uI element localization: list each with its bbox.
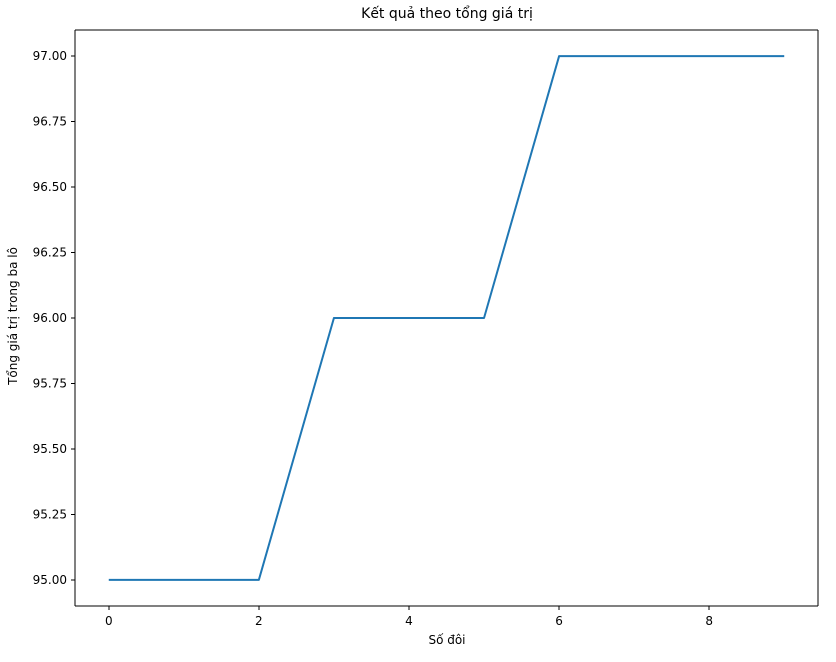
- x-axis-ticks: 0 2 4 6 8: [105, 606, 713, 628]
- y-tick-label: 95.75: [33, 376, 67, 390]
- y-tick-label: 96.25: [33, 246, 67, 260]
- y-tick-label: 96.50: [33, 180, 67, 194]
- chart-title: Kết quả theo tổng giá trị: [361, 5, 533, 22]
- x-axis-label: Số đôi: [428, 633, 465, 647]
- x-tick-label: 6: [555, 614, 563, 628]
- y-tick-label: 95.00: [33, 573, 67, 587]
- y-tick-label: 96.00: [33, 311, 67, 325]
- y-tick-label: 95.50: [33, 442, 67, 456]
- y-tick-label: 97.00: [33, 49, 67, 63]
- x-tick-label: 0: [105, 614, 113, 628]
- x-tick-label: 8: [705, 614, 713, 628]
- y-axis-label: Tổng giá trị trong ba lô: [6, 247, 20, 386]
- x-tick-label: 2: [255, 614, 263, 628]
- series-line-0: [108, 55, 785, 581]
- series-layer: [108, 55, 785, 581]
- y-tick-label: 95.25: [33, 507, 67, 521]
- y-tick-label: 96.75: [33, 115, 67, 129]
- y-axis-ticks: 95.00 95.25 95.50 95.75 96.00 96.25 96.50 96.75…: [33, 49, 75, 587]
- plot-area: 0 2 4 6 8 95.00 95.25 95.50 95.75 96.00 96.25 96.5…: [33, 29, 819, 628]
- x-tick-label: 4: [405, 614, 413, 628]
